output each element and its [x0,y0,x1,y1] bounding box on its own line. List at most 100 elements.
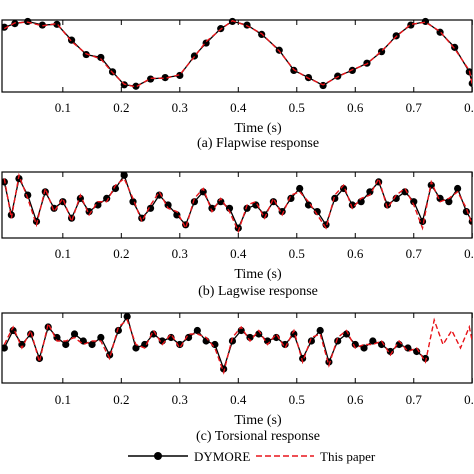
data-point-dymore [319,81,327,90]
data-point-dymore [252,201,260,209]
x-tick-label: 0.8 [464,246,474,261]
data-point-dymore [307,337,316,345]
plot-frame [1,171,473,239]
data-point-dymore [261,211,269,219]
x-tick-label: 0.3 [172,100,188,115]
series-line-this-paper-overlay [3,317,472,375]
data-point-dymore [208,204,216,212]
data-point-dymore [313,208,321,216]
x-tick-label: 0.1 [55,392,71,407]
data-point-dymore [304,201,313,209]
data-point-dymore [53,333,61,342]
x-tick-label: 0.4 [230,392,247,407]
data-point-dymore [401,188,409,196]
x-axis-title: Time (s) [234,267,282,282]
data-point-dymore [70,330,79,338]
plot-area [2,17,472,90]
data-point-dymore [141,340,149,349]
legend-label-dymore: DYMORE [194,449,250,464]
data-point-dymore [88,340,96,349]
data-point-dymore [94,201,102,209]
data-point-dymore [334,337,342,345]
data-point-dymore [97,333,105,342]
data-point-dymore [155,191,163,199]
data-point-dymore [24,17,32,26]
data-point-dymore [331,194,339,202]
legend-label-this-paper: This paper [320,449,376,464]
x-tick-label: 0.1 [55,246,71,261]
data-point-dymore [445,198,453,206]
data-point-dymore [243,204,251,212]
data-point-dymore [138,214,146,222]
x-tick-label: 0.7 [406,392,423,407]
data-point-dymore [146,204,155,212]
data-point-dymore [97,53,105,62]
series-line-this-paper [3,19,472,88]
x-axis-title: Time (s) [234,121,282,136]
data-point-dymore [410,198,418,206]
data-point-dymore [132,82,140,90]
plot-frame [1,19,473,93]
x-tick-label: 0.4 [230,246,247,261]
x-axis-title: Time (s) [234,413,282,428]
data-point-dymore [2,344,8,352]
data-point-dymore [281,340,289,349]
data-point-dymore [164,201,172,209]
data-point-dymore [193,326,201,335]
data-point-dymore [427,181,435,189]
data-point-dymore [421,17,430,26]
series-line-this-paper-overlay [4,20,472,88]
series-line-this-paper [3,172,472,234]
x-tick-label: 0.2 [113,392,129,407]
data-point-dymore [296,184,304,193]
x-tick-label: 0.3 [172,392,188,407]
x-tick-label: 0.1 [55,100,71,115]
data-point-dymore [351,340,359,349]
panel-2: 0.1 0.2 0.3 0.4 0.5 0.6 0.7 0.8 Time (s) (b) Lagw… [1,171,474,299]
data-point-dymore [366,188,374,196]
data-point-dymore [62,340,70,349]
plot-area [2,171,472,234]
data-point-dymore [132,344,140,352]
panel-1: 0.1 0.2 0.3 0.4 0.5 0.6 0.7 0.8 Time (s)(a) Flap… [1,17,474,151]
data-point-dymore [38,21,46,29]
data-point-dymore [35,354,44,363]
x-tick-label: 0.8 [464,392,474,407]
legend: DYMORE This paper [128,449,376,464]
data-point-dymore [316,326,324,335]
data-point-dymore [278,208,286,216]
data-point-dymore [342,330,351,338]
data-point-dymore [421,354,430,363]
data-point-dymore [383,201,392,209]
x-tick-label: 0.7 [406,246,423,261]
x-tick-label: 0.5 [289,100,305,115]
x-tick-label: 0.3 [172,246,188,261]
data-point-dymore [454,184,462,193]
data-point-dymore [357,198,365,206]
data-point-dymore [462,208,470,216]
panel-caption: (c) Torsional response [196,429,320,444]
data-point-dymore [228,337,237,345]
plot-area [2,312,472,375]
data-point-dymore [111,184,120,193]
data-point-dymore [82,50,90,59]
legend-marker-dymore [154,452,162,460]
data-point-dymore [123,312,131,321]
data-point-dymore [120,171,128,179]
data-point-dymore [451,43,459,51]
data-point-dymore [348,201,356,209]
panel-caption: (a) Flapwise response [197,136,319,151]
series-line-this-paper-overlay [3,173,472,234]
x-tick-label: 0.2 [113,100,129,115]
x-tick-label: 0.5 [289,392,305,407]
data-point-dymore [146,75,155,83]
data-point-dymore [173,211,181,219]
x-tick-label: 0.6 [347,392,364,407]
panel-3: 0.1 0.2 0.3 0.4 0.5 0.6 0.7 0.8 Time (s)(c) Tors… [1,312,474,444]
x-tick-label: 0.4 [230,100,247,115]
data-point-dymore [24,191,32,199]
x-tick-label: 0.2 [113,246,129,261]
x-tick-label: 0.7 [406,100,423,115]
x-tick-label: 0.6 [347,100,364,115]
data-point-dymore [190,198,199,206]
